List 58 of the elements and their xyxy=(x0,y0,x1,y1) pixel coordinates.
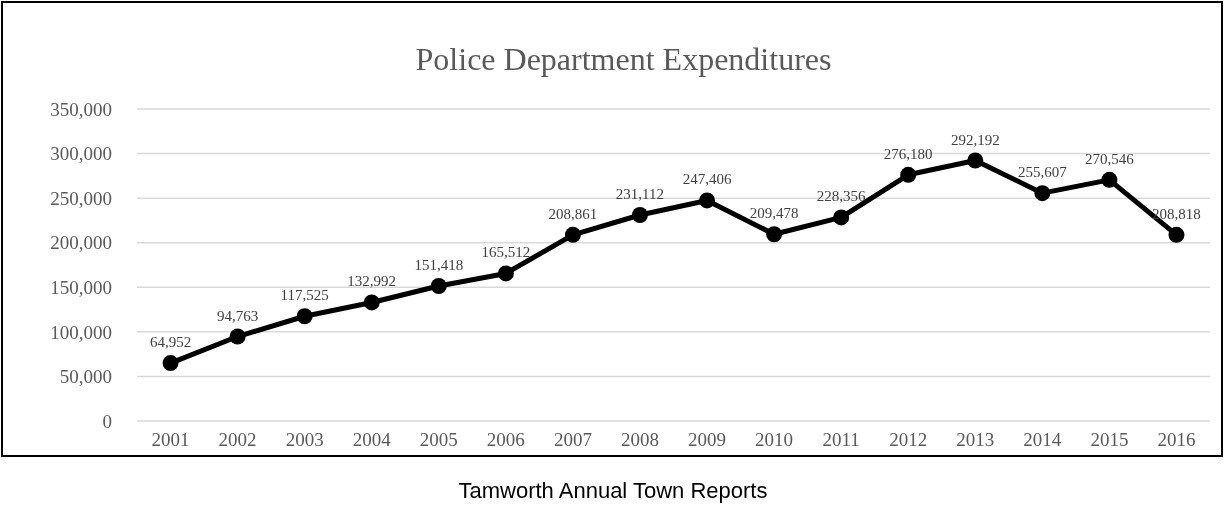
y-tick-label: 100,000 xyxy=(50,321,112,343)
point xyxy=(900,166,917,183)
x-tick-label: 2012 xyxy=(889,429,928,450)
data-label: 247,406 xyxy=(682,171,732,188)
data-label: 64,952 xyxy=(149,334,192,351)
x-tick-label: 2006 xyxy=(486,429,525,450)
data-label: 94,763 xyxy=(216,307,259,324)
data-label: 151,418 xyxy=(414,257,464,274)
data-label: 208,861 xyxy=(548,205,598,222)
x-tick-label: 2010 xyxy=(755,429,794,450)
text: Tamworth Annual Town Reports xyxy=(458,478,768,503)
point xyxy=(296,308,313,325)
point xyxy=(631,206,648,223)
data-label: 132,992 xyxy=(347,273,397,290)
x-tick-label: 2015 xyxy=(1090,429,1129,450)
x-tick-label: 2003 xyxy=(285,429,324,450)
point xyxy=(833,209,850,226)
data-label: 231,112 xyxy=(615,185,665,202)
x-tick-label: 2008 xyxy=(620,429,659,450)
x-tick-label: 2004 xyxy=(352,429,392,450)
x-tick-label: 2011 xyxy=(822,429,860,450)
data-label: 117,525 xyxy=(280,287,329,304)
x-tick-label: 2014 xyxy=(1023,429,1062,450)
data-label: 292,192 xyxy=(950,131,1000,148)
x-tick-label: 2009 xyxy=(688,429,727,450)
point xyxy=(564,226,581,243)
x-tick-label: 2016 xyxy=(1157,429,1196,450)
data-label: 209,478 xyxy=(749,205,799,222)
y-tick-label: 300,000 xyxy=(50,143,112,165)
x-tick-label: 2001 xyxy=(151,429,190,450)
point xyxy=(229,328,246,345)
data-label: 255,607 xyxy=(1017,164,1068,181)
data-label: 165,512 xyxy=(481,244,531,261)
data-label: 228,356 xyxy=(816,188,867,205)
point xyxy=(162,355,179,372)
x-tick-label: 2013 xyxy=(956,429,995,450)
point xyxy=(699,192,716,209)
x-tick-label: 2005 xyxy=(419,429,458,450)
point xyxy=(1101,171,1118,188)
x-tick-label: 2007 xyxy=(553,429,592,450)
point xyxy=(766,226,783,243)
point xyxy=(1168,226,1185,243)
point xyxy=(363,294,380,311)
point xyxy=(1034,185,1051,202)
data-label: 270,546 xyxy=(1085,150,1135,167)
point xyxy=(430,278,447,295)
y-tick-label: 200,000 xyxy=(50,232,112,254)
data-label: 208,818 xyxy=(1152,205,1201,222)
y-tick-label: 0 xyxy=(102,410,112,432)
x-tick-label: 2002 xyxy=(218,429,257,450)
y-tick-label: 350,000 xyxy=(50,98,112,120)
y-tick-label: 50,000 xyxy=(59,366,112,388)
point xyxy=(967,152,984,169)
y-tick-label: 250,000 xyxy=(50,187,112,209)
y-tick-label: 150,000 xyxy=(50,276,112,298)
data-label: 276,180 xyxy=(883,145,933,162)
point xyxy=(497,265,514,282)
chart-title: Police Department Expenditures xyxy=(415,41,832,77)
